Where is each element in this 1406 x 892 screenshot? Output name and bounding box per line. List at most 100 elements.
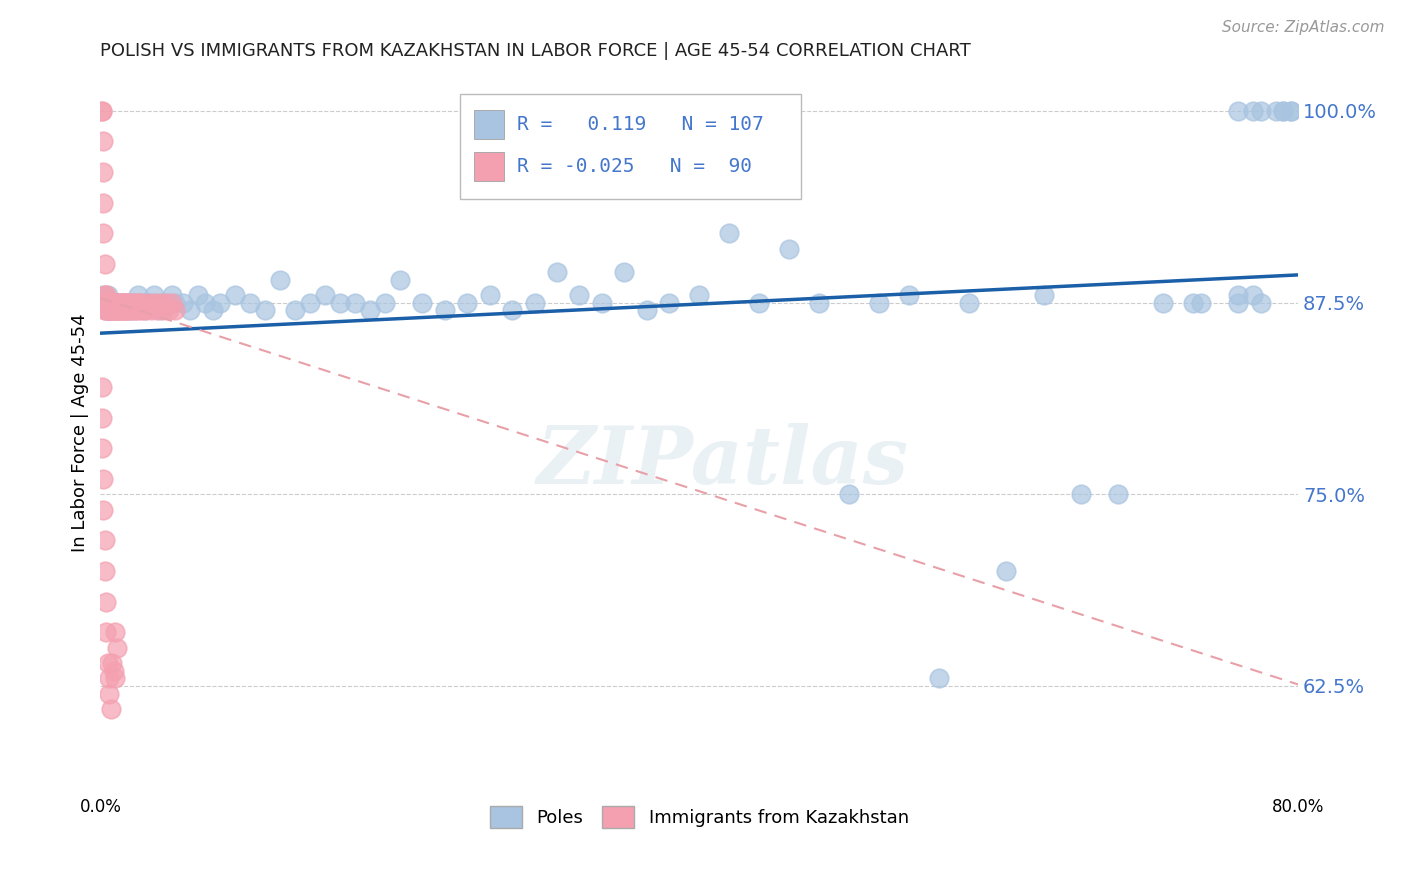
Point — [103, 295, 125, 310]
Point — [284, 303, 307, 318]
Point — [90, 441, 112, 455]
Point — [591, 295, 613, 310]
Point — [134, 303, 156, 318]
Point — [1032, 288, 1054, 302]
Point — [1272, 103, 1295, 118]
Text: ZIPatlas: ZIPatlas — [537, 423, 910, 500]
Point — [165, 295, 187, 310]
Point — [156, 295, 179, 310]
Point — [1070, 487, 1092, 501]
Point — [98, 303, 121, 318]
Point — [121, 295, 143, 310]
Point — [127, 303, 149, 318]
Point — [100, 295, 122, 310]
Point — [93, 135, 115, 149]
Point — [100, 303, 122, 318]
Point — [124, 303, 146, 318]
Point — [568, 288, 591, 302]
Point — [146, 303, 169, 318]
Point — [1189, 295, 1212, 310]
FancyBboxPatch shape — [474, 152, 503, 180]
Point — [100, 303, 122, 318]
Point — [127, 288, 149, 302]
Text: R =   0.119   N = 107: R = 0.119 N = 107 — [517, 115, 763, 134]
Point — [122, 295, 145, 310]
Point — [93, 472, 115, 486]
Point — [1107, 487, 1129, 501]
Point — [94, 295, 117, 310]
Point — [411, 295, 433, 310]
Point — [93, 195, 115, 210]
Point — [125, 295, 148, 310]
Point — [1227, 103, 1250, 118]
Point — [160, 295, 183, 310]
Point — [104, 625, 127, 640]
Point — [122, 295, 145, 310]
Point — [897, 288, 920, 302]
Point — [93, 227, 115, 241]
Point — [94, 288, 117, 302]
Point — [748, 295, 770, 310]
Point — [110, 303, 132, 318]
Point — [141, 295, 163, 310]
Point — [1241, 103, 1264, 118]
Point — [388, 272, 411, 286]
Point — [120, 295, 142, 310]
Point — [97, 303, 120, 318]
Point — [96, 288, 118, 302]
Point — [93, 165, 115, 179]
Point — [96, 303, 118, 318]
Point — [146, 295, 169, 310]
Point — [152, 303, 174, 318]
Point — [128, 295, 150, 310]
Point — [94, 533, 117, 548]
Point — [100, 303, 122, 318]
Point — [94, 303, 117, 318]
Point — [838, 487, 860, 501]
Point — [96, 625, 118, 640]
Point — [105, 295, 128, 310]
Point — [96, 295, 118, 310]
Point — [98, 295, 121, 310]
Point — [131, 295, 153, 310]
Point — [957, 295, 980, 310]
Point — [1279, 103, 1302, 118]
Point — [718, 227, 741, 241]
Point — [101, 295, 124, 310]
Point — [100, 295, 122, 310]
Point — [98, 687, 121, 701]
Point — [103, 664, 125, 678]
Point — [94, 257, 117, 271]
Point — [101, 295, 124, 310]
Point — [96, 594, 118, 608]
Point — [433, 303, 456, 318]
Point — [149, 295, 172, 310]
Point — [98, 671, 121, 685]
Point — [112, 295, 135, 310]
Point — [160, 288, 183, 302]
Point — [110, 303, 132, 318]
Point — [134, 303, 156, 318]
Point — [97, 656, 120, 670]
Point — [117, 295, 139, 310]
Point — [90, 103, 112, 118]
Point — [101, 656, 124, 670]
Point — [157, 303, 180, 318]
Point — [100, 702, 122, 716]
Point — [143, 295, 166, 310]
Point — [104, 671, 127, 685]
Text: R = -0.025   N =  90: R = -0.025 N = 90 — [517, 157, 752, 176]
Point — [111, 295, 134, 310]
Point — [224, 288, 246, 302]
Point — [636, 303, 658, 318]
Point — [112, 303, 135, 318]
Point — [97, 288, 120, 302]
Point — [103, 295, 125, 310]
Point — [343, 295, 366, 310]
Point — [478, 288, 501, 302]
Point — [374, 295, 396, 310]
Point — [105, 640, 128, 655]
Point — [98, 295, 121, 310]
Point — [104, 303, 127, 318]
Point — [107, 295, 129, 310]
